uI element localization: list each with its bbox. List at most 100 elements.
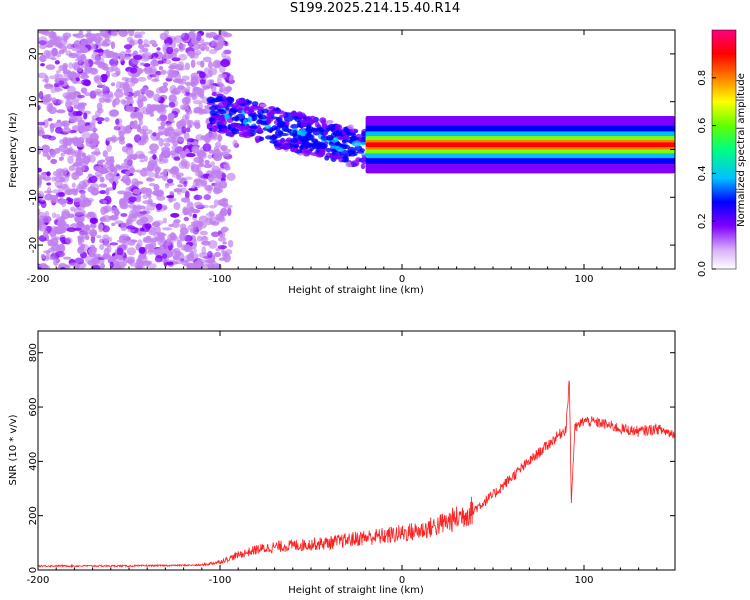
noise-blob — [171, 173, 180, 178]
noise-blob — [169, 150, 177, 156]
noise-blob — [67, 85, 76, 95]
noise-blob — [70, 115, 76, 123]
noise-blob — [106, 144, 112, 153]
noise-blob — [59, 176, 66, 183]
trace-blob — [292, 134, 303, 140]
noise-blob — [66, 43, 74, 50]
x-tick-label: -100 — [209, 575, 232, 586]
noise-blob — [166, 195, 174, 199]
noise-blob — [67, 155, 74, 165]
noise-blob — [45, 64, 56, 71]
noise-blob — [61, 210, 71, 220]
trace-blob — [279, 132, 289, 137]
trace-blob — [214, 114, 221, 121]
noise-blob — [181, 126, 187, 134]
noise-blob — [118, 165, 129, 170]
noise-blob — [198, 43, 207, 51]
noise-blob — [188, 187, 199, 191]
noise-blob — [121, 76, 129, 81]
noise-blob — [64, 98, 73, 108]
noise-blob — [87, 211, 97, 218]
noise-blob — [112, 181, 117, 190]
noise-blob — [61, 45, 67, 53]
noise-blob — [149, 143, 159, 152]
noise-blob — [163, 131, 171, 137]
noise-blob — [185, 108, 193, 115]
noise-blob — [161, 146, 171, 153]
noise-blob — [102, 92, 110, 102]
x-tick-label: -200 — [27, 274, 50, 285]
noise-blob — [119, 233, 129, 239]
noise-blob — [83, 80, 91, 87]
noise-blob — [152, 132, 157, 137]
trace-blob — [292, 129, 298, 136]
noise-blob — [79, 41, 87, 49]
noise-blob — [40, 63, 45, 67]
trace-blob — [259, 103, 267, 108]
trace-blob — [344, 134, 349, 140]
y-tick-label: 10 — [28, 95, 39, 108]
noise-blob — [195, 134, 205, 141]
noise-blob — [38, 30, 43, 34]
noise-blob — [154, 166, 161, 175]
noise-blob — [137, 99, 144, 109]
noise-blob — [86, 33, 96, 42]
noise-blob — [114, 207, 120, 217]
noise-blob — [207, 250, 213, 259]
noise-blob — [97, 36, 104, 42]
noise-blob — [139, 62, 145, 66]
noise-blob — [55, 69, 61, 74]
noise-blob — [177, 184, 184, 188]
noise-blob — [118, 30, 129, 37]
noise-blob — [125, 186, 131, 194]
noise-blob — [119, 198, 125, 204]
noise-blob — [100, 263, 106, 269]
noise-blob — [66, 227, 77, 233]
trace-blob — [273, 143, 282, 147]
noise-blob — [108, 109, 119, 118]
noise-blob — [68, 146, 73, 153]
trace-blob — [288, 112, 298, 116]
noise-blob — [113, 90, 124, 98]
noise-blob — [39, 54, 47, 63]
noise-blob — [149, 113, 155, 117]
noise-blob — [109, 161, 115, 171]
noise-blob — [156, 232, 167, 237]
noise-blob — [46, 171, 51, 177]
noise-blob — [42, 216, 51, 223]
noise-blob — [147, 194, 152, 199]
noise-blob — [80, 192, 86, 200]
noise-blob — [218, 180, 228, 189]
noise-blob — [137, 239, 143, 248]
noise-blob — [185, 91, 190, 96]
noise-blob — [199, 79, 206, 85]
noise-blob — [53, 82, 60, 88]
noise-blob — [208, 34, 214, 38]
noise-blob — [135, 257, 142, 267]
trace-blob — [296, 111, 303, 118]
noise-blob — [202, 85, 211, 90]
noise-blob — [41, 172, 47, 178]
noise-blob — [97, 82, 103, 88]
noise-blob — [139, 159, 145, 163]
trace-blob — [342, 139, 347, 144]
noise-blob — [208, 49, 218, 55]
noise-blob — [176, 191, 182, 195]
noise-blob — [135, 89, 142, 97]
noise-blob — [156, 47, 161, 51]
noise-blob — [124, 95, 134, 100]
noise-blob — [42, 96, 51, 106]
chart-title: S199.2025.214.15.40.R14 — [289, 1, 461, 16]
noise-blob — [58, 80, 65, 86]
noise-blob — [62, 32, 72, 39]
noise-blob — [149, 104, 159, 111]
noise-blob — [177, 43, 187, 48]
colorbar-tick-label: 0.4 — [697, 165, 708, 181]
noise-blob — [128, 196, 137, 203]
noise-blob — [210, 221, 220, 225]
noise-blob — [204, 74, 213, 78]
noise-blob — [143, 39, 149, 46]
noise-blob — [203, 67, 210, 76]
noise-blob — [72, 163, 82, 167]
noise-blob — [51, 176, 57, 182]
